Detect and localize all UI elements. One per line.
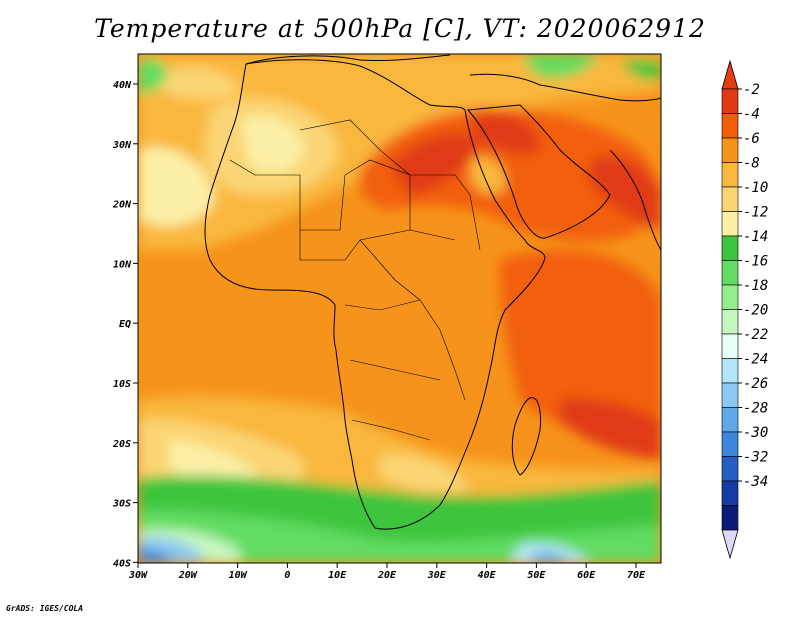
colorbar-label: -6 xyxy=(743,131,760,147)
colorbar-segment xyxy=(721,407,739,433)
colorbar-segment xyxy=(721,137,739,163)
colorbar-segment xyxy=(721,456,739,482)
lon-tick-label: 10E xyxy=(328,570,347,581)
colorbar-segment xyxy=(721,186,739,212)
colorbar-label: -34 xyxy=(743,474,768,490)
colorbar-label: -26 xyxy=(743,376,768,392)
coastlines xyxy=(204,54,661,530)
colorbar-label: -30 xyxy=(743,425,768,441)
lat-tick-label: 10N xyxy=(113,259,132,270)
colorbar-segment xyxy=(721,333,739,359)
colorbar-label: -18 xyxy=(743,278,768,294)
lon-tick-label: 0 xyxy=(284,570,290,581)
colorbar-label: -28 xyxy=(743,401,768,417)
colorbar-label: -8 xyxy=(743,156,760,172)
lat-tick-label: EQ xyxy=(119,319,131,330)
colorbar-segment xyxy=(721,235,739,261)
colorbar-label: -10 xyxy=(743,180,768,196)
colorbar-label: -12 xyxy=(743,205,768,221)
colorbar-label: -20 xyxy=(743,303,768,319)
colorbar-segment xyxy=(721,358,739,384)
colorbar-segment xyxy=(721,260,739,286)
lon-tick-label: 10W xyxy=(229,570,248,581)
colorbar-label: -4 xyxy=(743,107,760,123)
colorbar-segment xyxy=(721,505,739,531)
lat-tick-label: 30N xyxy=(112,140,132,151)
colorbar-label: -14 xyxy=(743,229,768,245)
colorbar-segment xyxy=(721,382,739,408)
colorbar-label: -22 xyxy=(743,327,768,343)
lat-tick-label: 30S xyxy=(112,499,131,510)
colorbar-label: -16 xyxy=(743,254,768,270)
colorbar-segment xyxy=(721,431,739,457)
lat-tick-label: 20S xyxy=(112,439,131,450)
lon-tick-label: 30E xyxy=(427,570,447,581)
lon-tick-label: 70E xyxy=(627,570,646,581)
colorbar-segment xyxy=(721,211,739,237)
lat-tick-label: 10S xyxy=(113,379,131,390)
longitude-axis: 30W 20W 10W 0 10E 20E 30E 40E 50E 60E 70E xyxy=(128,563,646,581)
colorbar-label: -2 xyxy=(743,82,760,98)
colorbar-bottom-arrow xyxy=(721,529,739,560)
map-title: Temperature at 500hPa [C], VT: 202006291… xyxy=(94,14,706,43)
colorbar-label: -32 xyxy=(743,450,768,466)
lat-tick-label: 40S xyxy=(113,558,131,569)
colorbar-segment xyxy=(721,113,739,139)
colorbar: -2 -4 -6 -8 -10 -12 -14 -16 -18 -20 -22 -24 -26 -28 -3… xyxy=(721,59,768,560)
temperature-field xyxy=(138,54,661,563)
colorbar-segment xyxy=(721,88,739,114)
lon-tick-label: 60E xyxy=(577,570,596,581)
lat-tick-label: 20N xyxy=(112,200,132,211)
colorbar-segment xyxy=(721,284,739,310)
colorbar-segment xyxy=(721,480,739,506)
lat-tick-label: 40N xyxy=(113,80,132,91)
grads-credit: GrADS: IGES/COLA xyxy=(6,604,84,613)
lon-tick-label: 50E xyxy=(527,570,546,581)
map-frame xyxy=(137,53,662,564)
lon-tick-label: 40E xyxy=(478,570,497,581)
colorbar-top-arrow xyxy=(721,59,739,90)
latitude-axis: 40N 30N 20N 10N EQ 10S 20S 30S 40S xyxy=(112,80,138,569)
colorbar-label: -24 xyxy=(743,352,768,368)
lon-tick-label: 20W xyxy=(178,570,198,581)
lon-tick-label: 30W xyxy=(128,570,148,581)
colorbar-segment xyxy=(721,309,739,335)
country-borders xyxy=(229,119,481,441)
lon-tick-label: 20E xyxy=(377,570,397,581)
colorbar-segment xyxy=(721,162,739,188)
